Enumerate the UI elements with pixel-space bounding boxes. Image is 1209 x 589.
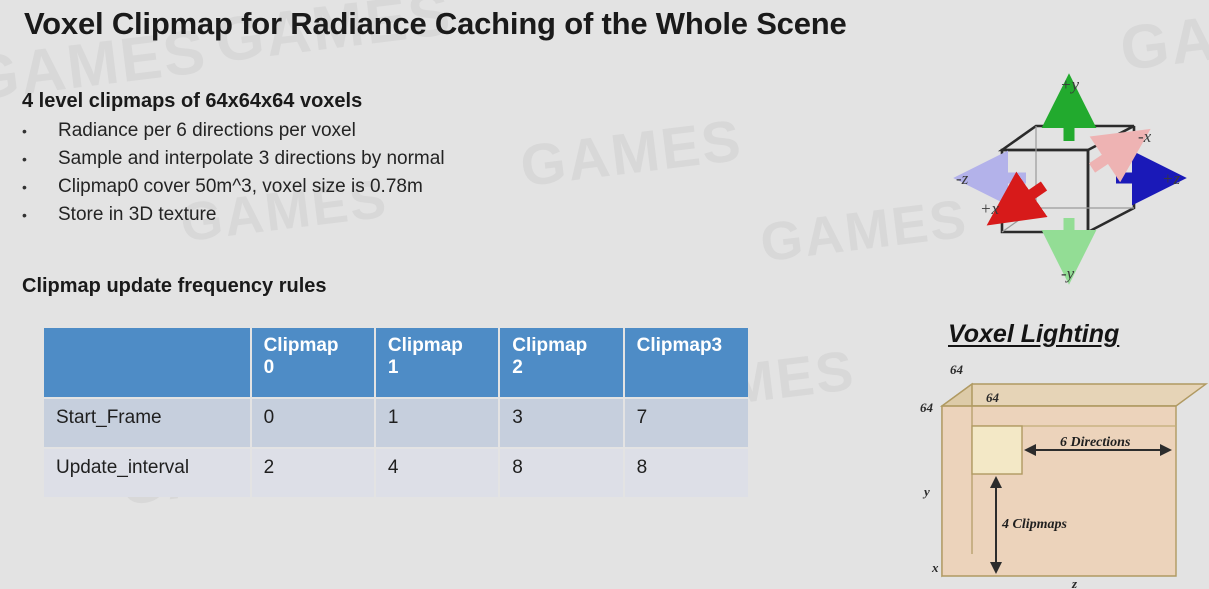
table-header-cell-clipmap0: Clipmap 0 <box>250 328 376 398</box>
list-item: • Store in 3D texture <box>22 204 445 232</box>
cell-value: 1 <box>374 397 501 448</box>
label-axis-z: z <box>1071 576 1078 589</box>
list-item: • Clipmap0 cover 50m^3, voxel size is 0.… <box>22 176 445 204</box>
box-top-face <box>939 383 1209 407</box>
clipmaps-heading: 4 level clipmaps of 64x64x64 voxels <box>22 90 363 112</box>
clipmaps-bullet-list: • Radiance per 6 directions per voxel • … <box>22 120 445 232</box>
voxel-cell <box>971 425 1023 475</box>
voxel-lighting-diagram: Voxel Lighting <box>920 318 1209 589</box>
arrow-plus-x <box>986 171 1048 226</box>
list-item: • Sample and interpolate 3 directions by… <box>22 148 445 176</box>
table-header-cell-clipmap1: Clipmap 1 <box>374 328 501 398</box>
label-axis-x: x <box>931 560 939 575</box>
table-row: Start_Frame 0 1 3 7 <box>44 397 748 448</box>
header-line-2: 1 <box>387 357 399 379</box>
header-line-1: Clipmap3 <box>636 335 723 356</box>
texture-box <box>939 382 1209 578</box>
list-item-label: Clipmap0 cover 50m^3, voxel size is 0.78… <box>58 176 423 197</box>
bullet-icon: • <box>22 207 27 223</box>
header-line-1: Clipmap <box>512 335 588 356</box>
rules-heading: Clipmap update frequency rules <box>22 275 327 297</box>
watermark-text: GAMES <box>757 188 971 274</box>
label-minus-y: -y <box>1061 264 1075 283</box>
watermark-text: GAMES <box>516 107 746 200</box>
cell-value: 8 <box>499 447 625 497</box>
table-row: Update_interval 2 4 8 8 <box>44 447 748 497</box>
list-item: • Radiance per 6 directions per voxel <box>22 120 445 148</box>
table-header-row: Clipmap 0 Clipmap 1 Clipmap 2 Clipmap3 <box>44 328 748 398</box>
voxel-lighting-title: Voxel Lighting <box>948 320 1120 348</box>
header-line-1: Clipmap <box>263 335 339 356</box>
row-label: Start_Frame <box>44 397 252 448</box>
list-item-label: Sample and interpolate 3 directions by n… <box>58 148 445 169</box>
label-minus-x: -x <box>1138 127 1152 146</box>
cell-value: 8 <box>623 447 748 497</box>
label-64-left: 64 <box>920 400 934 415</box>
bullet-icon: • <box>22 123 27 139</box>
axis-direction-diagram: +y -y +z -z +x -x <box>940 68 1208 290</box>
label-plus-y: +y <box>1060 75 1079 94</box>
label-axis-y: y <box>922 484 930 499</box>
slide-title: Voxel Clipmap for Radiance Caching of th… <box>24 6 847 41</box>
label-64-top: 64 <box>950 362 964 377</box>
table-header-cell-blank <box>44 328 252 398</box>
table-header-cell-clipmap2: Clipmap 2 <box>499 328 625 398</box>
cell-value: 0 <box>250 397 376 448</box>
label-minus-z: -z <box>956 169 969 188</box>
clipmap-update-table: Clipmap 0 Clipmap 1 Clipmap 2 Clipmap3 S… <box>44 328 748 497</box>
cell-value: 2 <box>250 447 376 497</box>
label-64-inner: 64 <box>986 390 1000 405</box>
bullet-icon: • <box>22 151 27 167</box>
header-line-2: 2 <box>512 357 523 379</box>
list-item-label: Store in 3D texture <box>58 204 217 225</box>
arrow-minus-x <box>1088 128 1151 183</box>
table-header-cell-clipmap3: Clipmap3 <box>623 328 748 398</box>
header-line-1: Clipmap <box>387 335 463 356</box>
label-clipmaps: 4 Clipmaps <box>1001 517 1068 532</box>
header-line-2: 0 <box>263 357 275 379</box>
label-directions: 6 Directions <box>1060 435 1131 450</box>
label-plus-z: +z <box>1162 169 1180 188</box>
bullet-icon: • <box>22 179 27 195</box>
cell-value: 3 <box>499 397 625 448</box>
list-item-label: Radiance per 6 directions per voxel <box>58 120 356 141</box>
cell-value: 7 <box>623 397 748 448</box>
cell-value: 4 <box>374 447 501 497</box>
label-plus-x: +x <box>980 199 999 218</box>
row-label: Update_interval <box>44 447 252 497</box>
